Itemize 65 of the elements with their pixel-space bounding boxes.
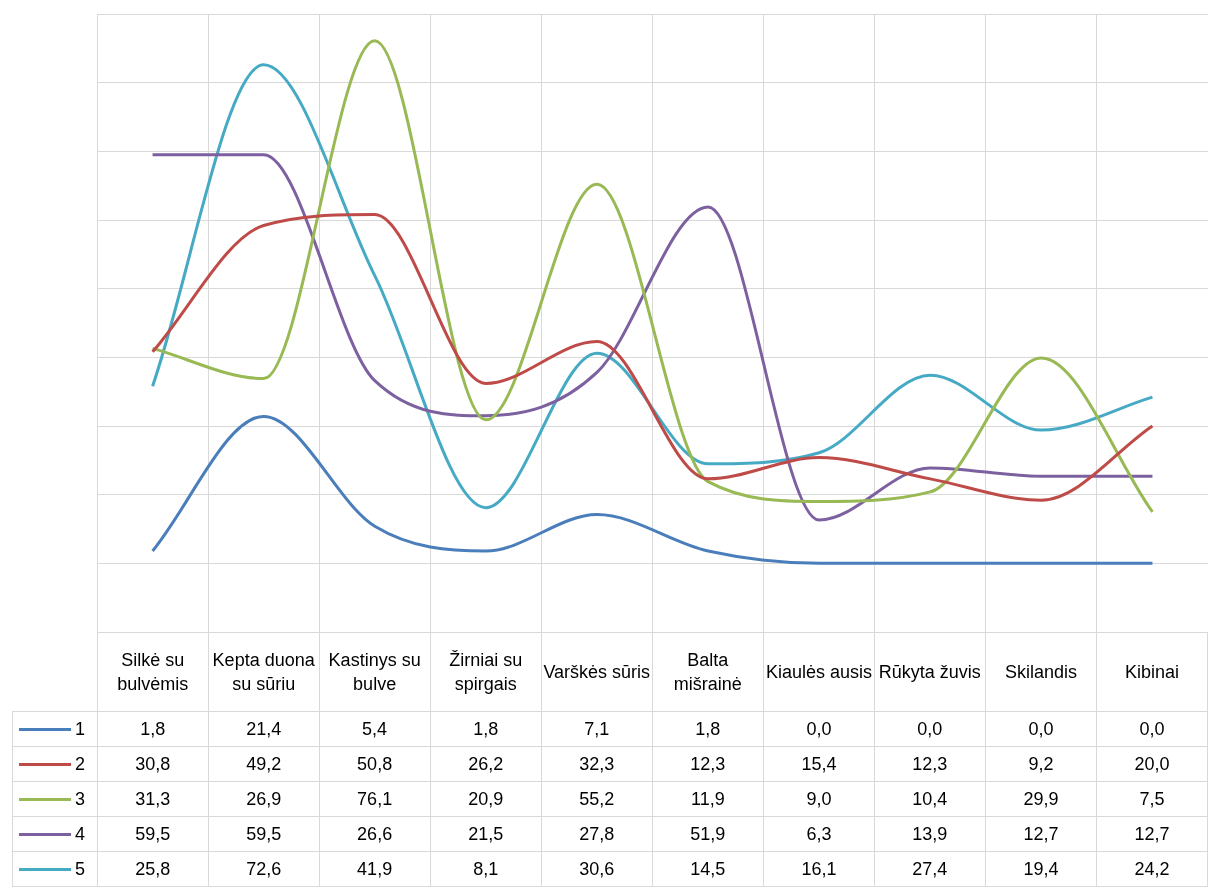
data-label: 12,7 — [985, 816, 1097, 852]
data-label: 21,5 — [430, 816, 542, 852]
data-label: 76,1 — [319, 781, 431, 817]
data-label: 31,3 — [97, 781, 209, 817]
data-label: 49,2 — [208, 746, 320, 782]
data-label: 72,6 — [208, 851, 320, 887]
x-tick-label: Varškės sūris — [541, 632, 653, 712]
data-label: 19,4 — [985, 851, 1097, 887]
data-label: 0,0 — [763, 711, 875, 747]
data-label: 0,0 — [985, 711, 1097, 747]
data-label: 6,3 — [763, 816, 875, 852]
data-label: 10,4 — [874, 781, 986, 817]
x-tick-label: Silkė su bulvėmis — [97, 632, 209, 712]
data-label: 27,8 — [541, 816, 653, 852]
data-label: 1,8 — [430, 711, 542, 747]
data-label: 59,5 — [97, 816, 209, 852]
data-label: 7,5 — [1096, 781, 1208, 817]
data-label: 26,9 — [208, 781, 320, 817]
data-label: 12,3 — [652, 746, 764, 782]
data-label: 30,8 — [97, 746, 209, 782]
data-label: 25,8 — [97, 851, 209, 887]
x-tick-label: Kibinai — [1096, 632, 1208, 712]
data-label: 26,6 — [319, 816, 431, 852]
data-label: 8,1 — [430, 851, 542, 887]
data-label: 32,3 — [541, 746, 653, 782]
data-label: 20,0 — [1096, 746, 1208, 782]
data-label: 0,0 — [1096, 711, 1208, 747]
data-label: 14,5 — [652, 851, 764, 887]
x-tick-label: Rūkyta žuvis — [874, 632, 986, 712]
data-label: 15,4 — [763, 746, 875, 782]
x-tick-label: Kiaulės ausis — [763, 632, 875, 712]
data-label: 27,4 — [874, 851, 986, 887]
legend-label: 1 — [12, 711, 98, 747]
data-label: 1,8 — [97, 711, 209, 747]
data-label: 21,4 — [208, 711, 320, 747]
data-label: 7,1 — [541, 711, 653, 747]
x-tick-label: Žirniai su spirgais — [430, 632, 542, 712]
x-tick-label: Skilandis — [985, 632, 1097, 712]
legend-label: 3 — [12, 781, 98, 817]
data-label: 59,5 — [208, 816, 320, 852]
data-label: 16,1 — [763, 851, 875, 887]
data-label: 55,2 — [541, 781, 653, 817]
data-label: 20,9 — [430, 781, 542, 817]
data-label: 0,0 — [874, 711, 986, 747]
data-label: 13,9 — [874, 816, 986, 852]
data-label: 1,8 — [652, 711, 764, 747]
x-tick-label: Kastinys su bulve — [319, 632, 431, 712]
data-label: 51,9 — [652, 816, 764, 852]
data-label: 9,0 — [763, 781, 875, 817]
data-label: 50,8 — [319, 746, 431, 782]
data-label: 41,9 — [319, 851, 431, 887]
data-label: 12,3 — [874, 746, 986, 782]
data-label: 5,4 — [319, 711, 431, 747]
data-label: 26,2 — [430, 746, 542, 782]
data-label: 12,7 — [1096, 816, 1208, 852]
data-label: 24,2 — [1096, 851, 1208, 887]
data-label: 11,9 — [652, 781, 764, 817]
data-label: 9,2 — [985, 746, 1097, 782]
data-label: 29,9 — [985, 781, 1097, 817]
x-tick-label: Kepta duona su sūriu — [208, 632, 320, 712]
legend-label: 2 — [12, 746, 98, 782]
data-label: 30,6 — [541, 851, 653, 887]
x-tick-label: Balta mišrainė — [652, 632, 764, 712]
legend-label: 5 — [12, 851, 98, 887]
legend-label: 4 — [12, 816, 98, 852]
